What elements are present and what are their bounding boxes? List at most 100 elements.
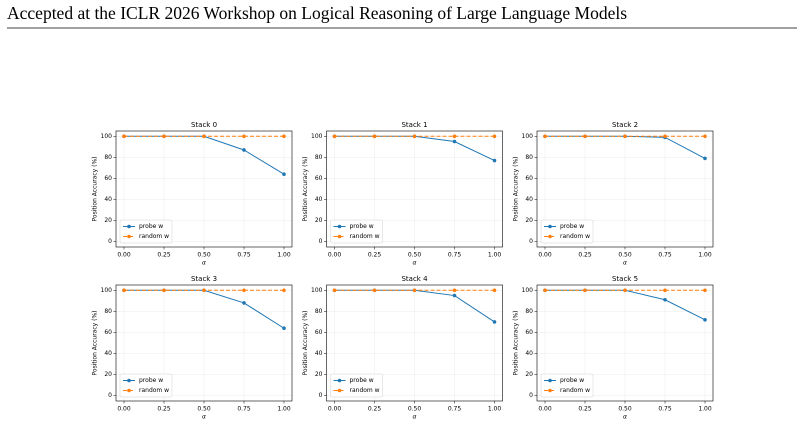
x-axis-label: α [413, 260, 417, 267]
data-point [202, 134, 206, 139]
legend-box [119, 373, 173, 398]
plot-frame [326, 284, 503, 402]
y-tick-label: 0 [319, 238, 323, 245]
data-point [452, 293, 457, 298]
y-tick-label: 100 [101, 133, 113, 140]
plot-frame [326, 130, 503, 248]
y-tick-label: 40 [104, 196, 112, 203]
y-tick-label: 20 [104, 371, 112, 378]
x-tick-label: 0.75 [237, 406, 251, 413]
y-tick-label: 0 [108, 392, 112, 399]
legend-marker [548, 388, 552, 393]
legend-marker [337, 378, 342, 383]
x-tick-label: 0.75 [448, 406, 462, 413]
y-axis-label: Position Accuracy (%) [302, 157, 309, 222]
x-axis-label: α [202, 260, 206, 267]
chart: 0 20 40 60 80 100 0.00 0.25 0.50 0.75 1.00 Stack 0 α… [92, 121, 293, 267]
data-point [663, 288, 667, 293]
plot-frame [536, 284, 714, 402]
data-point [663, 297, 667, 302]
chart-title: Stack 2 [612, 121, 638, 129]
x-tick-label: 0.50 [618, 252, 632, 259]
data-point [332, 288, 337, 293]
legend-label: random w [350, 387, 380, 394]
legend-label: probe w [350, 223, 374, 230]
data-point [623, 134, 627, 139]
y-tick-label: 80 [315, 308, 323, 315]
x-tick-label: 0.00 [117, 252, 131, 259]
chart: 0 20 40 60 80 100 0.00 0.25 0.50 0.75 1.00 Stack 5 α… [513, 275, 714, 421]
plot-frame [115, 284, 293, 402]
legend-label: probe w [350, 377, 374, 384]
y-tick-label: 20 [315, 217, 323, 224]
data-point [202, 288, 206, 293]
x-tick-label: 0.25 [157, 406, 171, 413]
x-tick-label: 1.00 [488, 406, 502, 413]
data-point [452, 288, 457, 293]
data-point [242, 288, 246, 293]
data-point [452, 139, 457, 144]
data-point [372, 288, 377, 293]
legend-label: random w [350, 233, 380, 240]
data-point [412, 288, 417, 293]
x-tick-label: 0.50 [408, 252, 422, 259]
y-tick-label: 100 [522, 133, 534, 140]
data-point [282, 326, 286, 331]
data-point [122, 134, 126, 139]
header-title: Accepted at the ICLR 2026 Workshop on Lo… [7, 3, 627, 23]
legend-marker [127, 388, 131, 393]
x-tick-label: 0.75 [237, 252, 251, 259]
data-point [703, 318, 707, 322]
x-tick-label: 1.00 [698, 252, 712, 259]
y-tick-label: 60 [525, 175, 533, 182]
chart: 0 20 40 60 80 100 0.00 0.25 0.50 0.75 1.00 Stack 2 α… [513, 121, 714, 267]
y-tick-label: 80 [525, 308, 533, 315]
x-tick-label: 0.75 [448, 252, 462, 259]
data-point [492, 158, 497, 163]
y-tick-label: 80 [104, 154, 112, 161]
x-tick-label: 0.25 [578, 406, 592, 413]
y-tick-label: 60 [315, 329, 323, 336]
data-point [372, 134, 377, 139]
y-tick-label: 40 [315, 196, 323, 203]
y-tick-label: 80 [525, 154, 533, 161]
x-tick-label: 1.00 [277, 406, 291, 413]
legend-label: random w [560, 387, 590, 394]
y-axis-label: Position Accuracy (%) [513, 157, 520, 222]
y-tick-label: 60 [104, 175, 112, 182]
data-point [492, 320, 497, 324]
x-tick-label: 0.00 [328, 252, 342, 259]
plot-frame [115, 130, 293, 248]
chart-title: Stack 3 [191, 275, 217, 283]
legend-marker [337, 234, 342, 239]
legend-marker [337, 224, 342, 229]
legend-marker [127, 224, 131, 229]
y-tick-label: 40 [525, 350, 533, 357]
data-point [452, 134, 457, 139]
chart-title: Stack 1 [401, 121, 427, 129]
y-tick-label: 100 [522, 287, 534, 294]
legend-label: random w [139, 387, 169, 394]
chart: 0 20 40 60 80 100 0.00 0.25 0.50 0.75 1.00 Stack 3 α… [92, 275, 293, 421]
data-point [623, 288, 627, 293]
legend-box [119, 219, 173, 244]
legend-marker [337, 388, 342, 393]
legend-box [330, 373, 383, 398]
y-tick-label: 80 [315, 154, 323, 161]
legend-marker [127, 234, 131, 239]
y-tick-label: 0 [108, 238, 112, 245]
x-tick-label: 0.25 [157, 252, 171, 259]
legend-label: random w [560, 233, 590, 240]
plot-frame [536, 130, 714, 248]
legend-box [330, 219, 383, 244]
y-tick-label: 20 [525, 371, 533, 378]
x-tick-label: 0.00 [538, 406, 552, 413]
y-axis-label: Position Accuracy (%) [92, 311, 99, 376]
data-point [703, 156, 707, 161]
x-tick-label: 0.50 [408, 406, 422, 413]
data-point [332, 134, 337, 139]
legend-label: probe w [139, 223, 163, 230]
x-tick-label: 0.00 [117, 406, 131, 413]
x-tick-label: 0.25 [368, 252, 382, 259]
x-axis-label: α [202, 414, 206, 421]
